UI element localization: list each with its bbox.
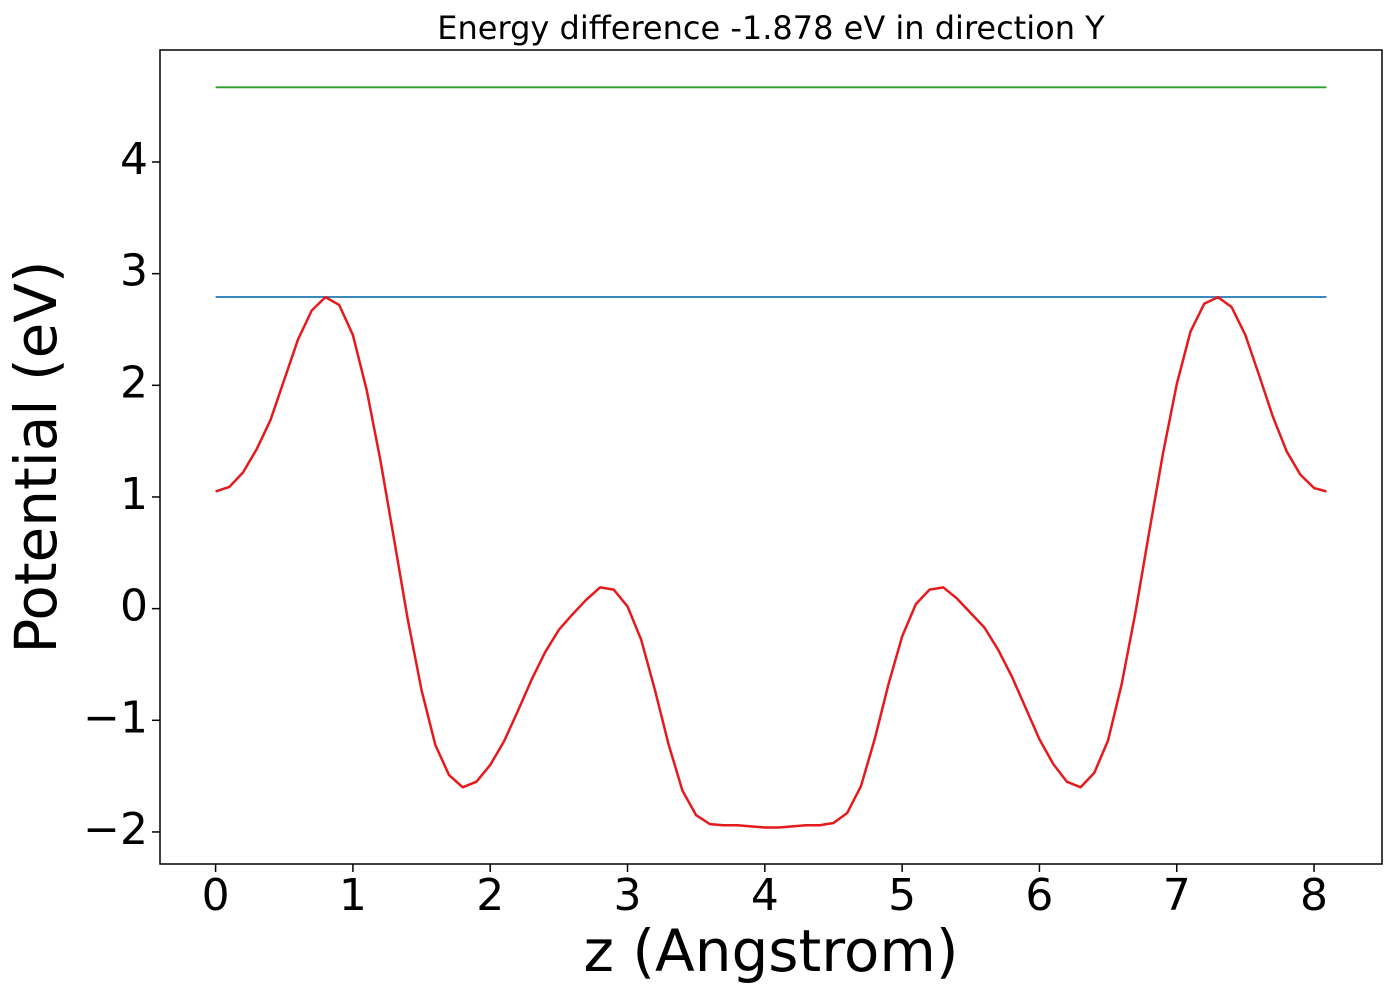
- x-tick-label: 4: [751, 870, 779, 921]
- y-tick-label: 1: [120, 469, 148, 520]
- y-tick-label: 4: [120, 134, 148, 185]
- y-tick-label: 0: [120, 581, 148, 632]
- x-tick-label: 3: [614, 870, 642, 921]
- x-tick-label: 0: [202, 870, 230, 921]
- data-line: [215, 295, 1327, 829]
- y-tick-label: −1: [83, 692, 148, 743]
- y-axis-label: Potential (eV): [2, 260, 70, 653]
- y-tick-label: −2: [83, 804, 148, 855]
- x-tick-label: 5: [888, 870, 916, 921]
- x-tick-label: 1: [339, 870, 367, 921]
- y-tick-label: 2: [120, 357, 148, 408]
- plot-frame: [159, 49, 1383, 865]
- x-tick-label: 6: [1025, 870, 1053, 921]
- chart-title: Energy difference -1.878 eV in direction…: [437, 9, 1105, 47]
- y-tick-label: 3: [120, 246, 148, 297]
- x-tick-label: 2: [476, 870, 504, 921]
- x-axis-label: z (Angstrom): [584, 917, 959, 985]
- x-tick-label: 8: [1300, 870, 1328, 921]
- x-tick-label: 7: [1163, 870, 1191, 921]
